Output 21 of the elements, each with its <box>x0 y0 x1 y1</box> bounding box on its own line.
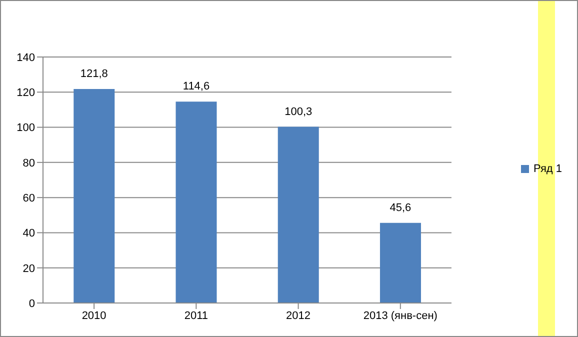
data-label: 100,3 <box>284 106 312 118</box>
x-tick-label: 2010 <box>82 310 106 322</box>
x-tick-label: 2012 <box>286 310 311 322</box>
bar <box>278 126 319 303</box>
bar <box>176 102 217 303</box>
bar <box>380 222 421 303</box>
data-label: 45,6 <box>390 202 412 214</box>
data-label: 121,8 <box>80 68 108 80</box>
x-tick-label: 2013 (янв-сен) <box>363 310 438 322</box>
y-tick-label: 20 <box>22 262 35 275</box>
data-label: 114,6 <box>182 80 210 93</box>
bar <box>74 88 115 303</box>
legend-label: Ряд 1 <box>533 162 562 174</box>
y-tick-label: 120 <box>16 87 35 100</box>
y-tick-label: 40 <box>22 228 35 240</box>
y-tick-label: 0 <box>28 298 35 310</box>
y-tick-label: 140 <box>16 52 35 64</box>
y-tick-label: 100 <box>16 122 35 134</box>
y-tick-label: 60 <box>22 192 35 204</box>
y-tick-label: 80 <box>22 157 35 170</box>
x-tick-label: 2011 <box>184 310 208 322</box>
